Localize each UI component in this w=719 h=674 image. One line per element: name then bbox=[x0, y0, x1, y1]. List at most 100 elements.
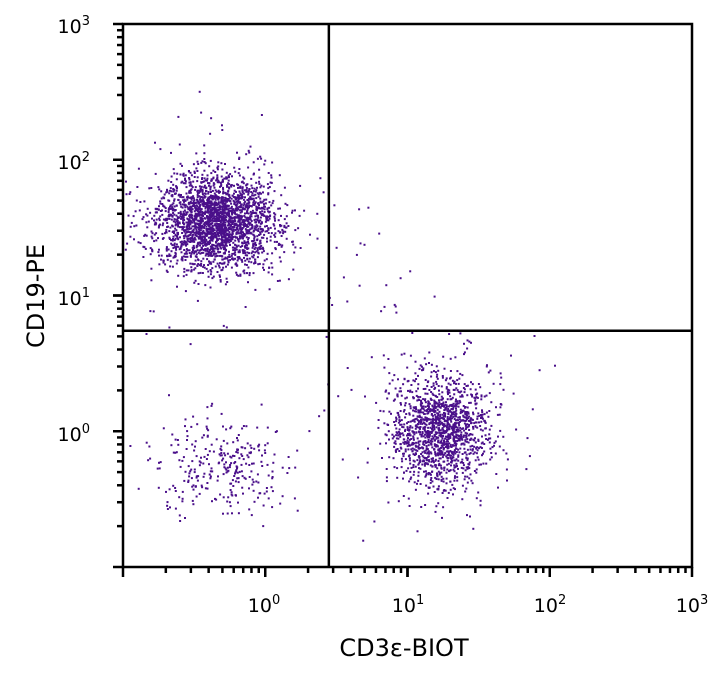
event-point bbox=[489, 369, 492, 372]
event-point bbox=[419, 422, 422, 425]
event-point bbox=[496, 413, 499, 416]
event-point bbox=[225, 171, 228, 174]
event-point bbox=[423, 470, 425, 473]
event-point bbox=[219, 212, 222, 215]
event-point bbox=[388, 438, 390, 441]
event-point bbox=[413, 433, 416, 436]
event-point bbox=[468, 477, 471, 480]
event-point bbox=[444, 446, 447, 448]
event-point bbox=[499, 406, 502, 409]
event-point bbox=[223, 466, 226, 469]
event-point bbox=[185, 226, 188, 229]
event-point bbox=[461, 411, 464, 414]
event-point bbox=[393, 421, 396, 423]
event-point bbox=[217, 224, 220, 227]
event-point bbox=[483, 395, 486, 398]
event-point bbox=[448, 469, 451, 472]
event-point bbox=[404, 402, 407, 405]
event-point bbox=[491, 446, 494, 449]
event-point bbox=[428, 389, 431, 391]
event-point bbox=[166, 188, 168, 191]
event-point bbox=[170, 444, 173, 447]
event-point bbox=[434, 459, 437, 462]
event-point bbox=[189, 470, 192, 473]
event-point bbox=[249, 198, 252, 201]
event-point bbox=[168, 394, 170, 397]
event-point bbox=[449, 418, 452, 421]
event-point bbox=[455, 462, 458, 465]
event-point bbox=[181, 490, 184, 493]
event-point bbox=[166, 504, 169, 507]
event-point bbox=[403, 423, 406, 426]
event-point bbox=[404, 448, 407, 451]
event-point bbox=[497, 486, 499, 489]
event-point bbox=[211, 254, 214, 257]
event-point bbox=[413, 448, 416, 451]
event-point bbox=[237, 244, 240, 247]
event-point bbox=[176, 259, 179, 262]
event-point bbox=[254, 241, 257, 244]
event-point bbox=[173, 232, 175, 234]
event-point bbox=[242, 235, 245, 238]
event-point bbox=[221, 206, 224, 209]
event-point bbox=[427, 380, 430, 383]
event-point bbox=[235, 262, 238, 265]
event-point bbox=[436, 396, 439, 398]
event-point bbox=[405, 441, 408, 444]
event-point bbox=[463, 443, 466, 446]
event-point bbox=[428, 460, 431, 463]
event-point bbox=[174, 451, 177, 454]
event-point bbox=[444, 407, 447, 409]
event-point bbox=[451, 412, 453, 415]
event-point bbox=[224, 239, 227, 242]
event-point bbox=[466, 426, 469, 429]
event-point bbox=[232, 236, 235, 238]
event-point bbox=[181, 228, 184, 231]
event-point bbox=[471, 449, 474, 452]
event-point bbox=[275, 430, 278, 433]
event-point bbox=[427, 410, 430, 413]
event-point bbox=[465, 423, 468, 426]
event-point bbox=[153, 214, 156, 217]
event-point bbox=[247, 197, 250, 200]
event-point bbox=[214, 232, 216, 234]
event-point bbox=[222, 266, 225, 269]
event-point bbox=[162, 427, 165, 430]
event-point bbox=[394, 305, 397, 308]
event-point bbox=[502, 388, 505, 391]
event-point bbox=[145, 213, 148, 216]
event-point bbox=[426, 435, 429, 438]
event-point bbox=[267, 172, 270, 174]
event-point bbox=[206, 427, 209, 430]
event-point bbox=[377, 426, 380, 429]
event-point bbox=[464, 411, 467, 413]
event-point bbox=[182, 196, 185, 199]
event-point bbox=[222, 202, 225, 205]
event-point bbox=[443, 415, 446, 418]
event-point bbox=[181, 459, 184, 462]
event-point bbox=[152, 310, 155, 313]
event-point bbox=[425, 484, 428, 487]
event-point bbox=[417, 479, 420, 482]
event-point bbox=[246, 190, 249, 193]
event-point bbox=[453, 393, 456, 396]
event-point bbox=[248, 257, 251, 260]
event-point bbox=[460, 443, 463, 446]
event-point bbox=[261, 465, 264, 467]
event-point bbox=[271, 266, 274, 269]
event-point bbox=[450, 464, 452, 467]
event-point bbox=[238, 194, 241, 197]
event-point bbox=[385, 480, 388, 483]
event-point bbox=[192, 249, 194, 251]
event-point bbox=[167, 199, 170, 202]
event-point bbox=[254, 251, 257, 254]
event-point bbox=[156, 207, 159, 210]
event-point bbox=[209, 194, 212, 197]
x-tick-label: 100 bbox=[248, 593, 280, 617]
event-point bbox=[192, 503, 195, 506]
event-point bbox=[184, 517, 186, 519]
event-point bbox=[179, 162, 182, 165]
event-point bbox=[386, 397, 389, 400]
event-point bbox=[481, 429, 484, 432]
event-point bbox=[442, 431, 445, 434]
